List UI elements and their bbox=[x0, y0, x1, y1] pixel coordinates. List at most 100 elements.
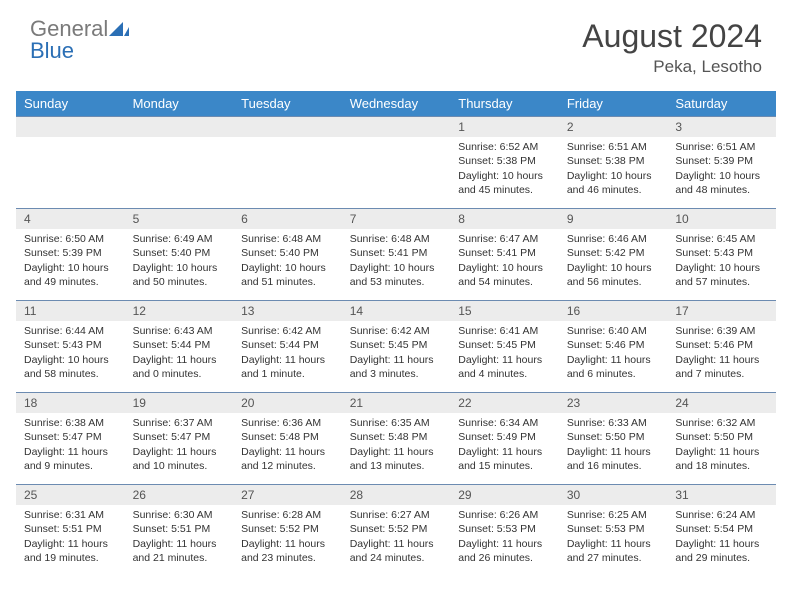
sunset-text: Sunset: 5:50 PM bbox=[675, 430, 768, 444]
calendar-cell: 15Sunrise: 6:41 AMSunset: 5:45 PMDayligh… bbox=[450, 300, 559, 392]
daylight-text: Daylight: 11 hours and 7 minutes. bbox=[675, 353, 768, 381]
day-number: 31 bbox=[667, 484, 776, 505]
calendar-row: 18Sunrise: 6:38 AMSunset: 5:47 PMDayligh… bbox=[16, 392, 776, 484]
daylight-text: Daylight: 11 hours and 26 minutes. bbox=[458, 537, 551, 565]
day-details: Sunrise: 6:36 AMSunset: 5:48 PMDaylight:… bbox=[233, 413, 342, 479]
day-details: Sunrise: 6:52 AMSunset: 5:38 PMDaylight:… bbox=[450, 137, 559, 203]
calendar-cell: 28Sunrise: 6:27 AMSunset: 5:52 PMDayligh… bbox=[342, 484, 451, 576]
day-number-empty bbox=[233, 116, 342, 137]
sunset-text: Sunset: 5:43 PM bbox=[675, 246, 768, 260]
weekday-header: Tuesday bbox=[233, 91, 342, 116]
calendar-cell: 5Sunrise: 6:49 AMSunset: 5:40 PMDaylight… bbox=[125, 208, 234, 300]
daylight-text: Daylight: 11 hours and 16 minutes. bbox=[567, 445, 660, 473]
daylight-text: Daylight: 11 hours and 29 minutes. bbox=[675, 537, 768, 565]
sunset-text: Sunset: 5:53 PM bbox=[567, 522, 660, 536]
sunrise-text: Sunrise: 6:27 AM bbox=[350, 508, 443, 522]
day-details: Sunrise: 6:42 AMSunset: 5:44 PMDaylight:… bbox=[233, 321, 342, 387]
weekday-header: Monday bbox=[125, 91, 234, 116]
location: Peka, Lesotho bbox=[582, 57, 762, 77]
logo-sail-icon bbox=[109, 20, 129, 36]
day-details: Sunrise: 6:43 AMSunset: 5:44 PMDaylight:… bbox=[125, 321, 234, 387]
weekday-header: Saturday bbox=[667, 91, 776, 116]
sunrise-text: Sunrise: 6:41 AM bbox=[458, 324, 551, 338]
day-number: 6 bbox=[233, 208, 342, 229]
day-details: Sunrise: 6:45 AMSunset: 5:43 PMDaylight:… bbox=[667, 229, 776, 295]
day-details: Sunrise: 6:31 AMSunset: 5:51 PMDaylight:… bbox=[16, 505, 125, 571]
calendar-cell: 12Sunrise: 6:43 AMSunset: 5:44 PMDayligh… bbox=[125, 300, 234, 392]
daylight-text: Daylight: 11 hours and 0 minutes. bbox=[133, 353, 226, 381]
day-details: Sunrise: 6:51 AMSunset: 5:39 PMDaylight:… bbox=[667, 137, 776, 203]
calendar-cell: 25Sunrise: 6:31 AMSunset: 5:51 PMDayligh… bbox=[16, 484, 125, 576]
day-number: 15 bbox=[450, 300, 559, 321]
sunrise-text: Sunrise: 6:42 AM bbox=[241, 324, 334, 338]
day-number: 29 bbox=[450, 484, 559, 505]
calendar-cell: 10Sunrise: 6:45 AMSunset: 5:43 PMDayligh… bbox=[667, 208, 776, 300]
day-number: 20 bbox=[233, 392, 342, 413]
daylight-text: Daylight: 11 hours and 13 minutes. bbox=[350, 445, 443, 473]
daylight-text: Daylight: 11 hours and 6 minutes. bbox=[567, 353, 660, 381]
weekday-header: Sunday bbox=[16, 91, 125, 116]
sunrise-text: Sunrise: 6:30 AM bbox=[133, 508, 226, 522]
day-details: Sunrise: 6:40 AMSunset: 5:46 PMDaylight:… bbox=[559, 321, 668, 387]
sunrise-text: Sunrise: 6:48 AM bbox=[350, 232, 443, 246]
sunrise-text: Sunrise: 6:24 AM bbox=[675, 508, 768, 522]
sunrise-text: Sunrise: 6:50 AM bbox=[24, 232, 117, 246]
day-number: 2 bbox=[559, 116, 668, 137]
calendar-cell: 22Sunrise: 6:34 AMSunset: 5:49 PMDayligh… bbox=[450, 392, 559, 484]
calendar-cell: 4Sunrise: 6:50 AMSunset: 5:39 PMDaylight… bbox=[16, 208, 125, 300]
sunset-text: Sunset: 5:47 PM bbox=[133, 430, 226, 444]
calendar-cell: 8Sunrise: 6:47 AMSunset: 5:41 PMDaylight… bbox=[450, 208, 559, 300]
daylight-text: Daylight: 10 hours and 45 minutes. bbox=[458, 169, 551, 197]
sunrise-text: Sunrise: 6:52 AM bbox=[458, 140, 551, 154]
sunrise-text: Sunrise: 6:28 AM bbox=[241, 508, 334, 522]
day-number: 17 bbox=[667, 300, 776, 321]
month-title: August 2024 bbox=[582, 18, 762, 55]
daylight-text: Daylight: 11 hours and 18 minutes. bbox=[675, 445, 768, 473]
sunrise-text: Sunrise: 6:46 AM bbox=[567, 232, 660, 246]
calendar-row: 25Sunrise: 6:31 AMSunset: 5:51 PMDayligh… bbox=[16, 484, 776, 576]
daylight-text: Daylight: 10 hours and 49 minutes. bbox=[24, 261, 117, 289]
sunrise-text: Sunrise: 6:37 AM bbox=[133, 416, 226, 430]
day-number: 11 bbox=[16, 300, 125, 321]
weekday-header-row: SundayMondayTuesdayWednesdayThursdayFrid… bbox=[16, 91, 776, 116]
calendar-cell bbox=[16, 116, 125, 208]
sunrise-text: Sunrise: 6:42 AM bbox=[350, 324, 443, 338]
calendar-cell: 23Sunrise: 6:33 AMSunset: 5:50 PMDayligh… bbox=[559, 392, 668, 484]
calendar-cell: 6Sunrise: 6:48 AMSunset: 5:40 PMDaylight… bbox=[233, 208, 342, 300]
day-details: Sunrise: 6:33 AMSunset: 5:50 PMDaylight:… bbox=[559, 413, 668, 479]
calendar-cell: 29Sunrise: 6:26 AMSunset: 5:53 PMDayligh… bbox=[450, 484, 559, 576]
daylight-text: Daylight: 11 hours and 21 minutes. bbox=[133, 537, 226, 565]
sunset-text: Sunset: 5:39 PM bbox=[24, 246, 117, 260]
sunrise-text: Sunrise: 6:40 AM bbox=[567, 324, 660, 338]
day-number: 22 bbox=[450, 392, 559, 413]
day-number: 9 bbox=[559, 208, 668, 229]
calendar-cell: 2Sunrise: 6:51 AMSunset: 5:38 PMDaylight… bbox=[559, 116, 668, 208]
daylight-text: Daylight: 11 hours and 27 minutes. bbox=[567, 537, 660, 565]
day-number: 23 bbox=[559, 392, 668, 413]
calendar-cell: 26Sunrise: 6:30 AMSunset: 5:51 PMDayligh… bbox=[125, 484, 234, 576]
sunset-text: Sunset: 5:38 PM bbox=[458, 154, 551, 168]
day-number: 30 bbox=[559, 484, 668, 505]
sunrise-text: Sunrise: 6:38 AM bbox=[24, 416, 117, 430]
daylight-text: Daylight: 11 hours and 23 minutes. bbox=[241, 537, 334, 565]
logo: General Blue bbox=[30, 18, 129, 62]
day-details: Sunrise: 6:44 AMSunset: 5:43 PMDaylight:… bbox=[16, 321, 125, 387]
sunset-text: Sunset: 5:53 PM bbox=[458, 522, 551, 536]
daylight-text: Daylight: 10 hours and 58 minutes. bbox=[24, 353, 117, 381]
sunset-text: Sunset: 5:47 PM bbox=[24, 430, 117, 444]
sunrise-text: Sunrise: 6:25 AM bbox=[567, 508, 660, 522]
day-details: Sunrise: 6:37 AMSunset: 5:47 PMDaylight:… bbox=[125, 413, 234, 479]
daylight-text: Daylight: 10 hours and 53 minutes. bbox=[350, 261, 443, 289]
calendar-row: 4Sunrise: 6:50 AMSunset: 5:39 PMDaylight… bbox=[16, 208, 776, 300]
daylight-text: Daylight: 11 hours and 12 minutes. bbox=[241, 445, 334, 473]
sunrise-text: Sunrise: 6:39 AM bbox=[675, 324, 768, 338]
sunset-text: Sunset: 5:51 PM bbox=[24, 522, 117, 536]
day-number-empty bbox=[125, 116, 234, 137]
day-number: 12 bbox=[125, 300, 234, 321]
sunset-text: Sunset: 5:42 PM bbox=[567, 246, 660, 260]
logo-word2: Blue bbox=[30, 38, 74, 63]
day-number: 3 bbox=[667, 116, 776, 137]
logo-text: General Blue bbox=[30, 18, 129, 62]
weekday-header: Thursday bbox=[450, 91, 559, 116]
calendar-cell: 7Sunrise: 6:48 AMSunset: 5:41 PMDaylight… bbox=[342, 208, 451, 300]
